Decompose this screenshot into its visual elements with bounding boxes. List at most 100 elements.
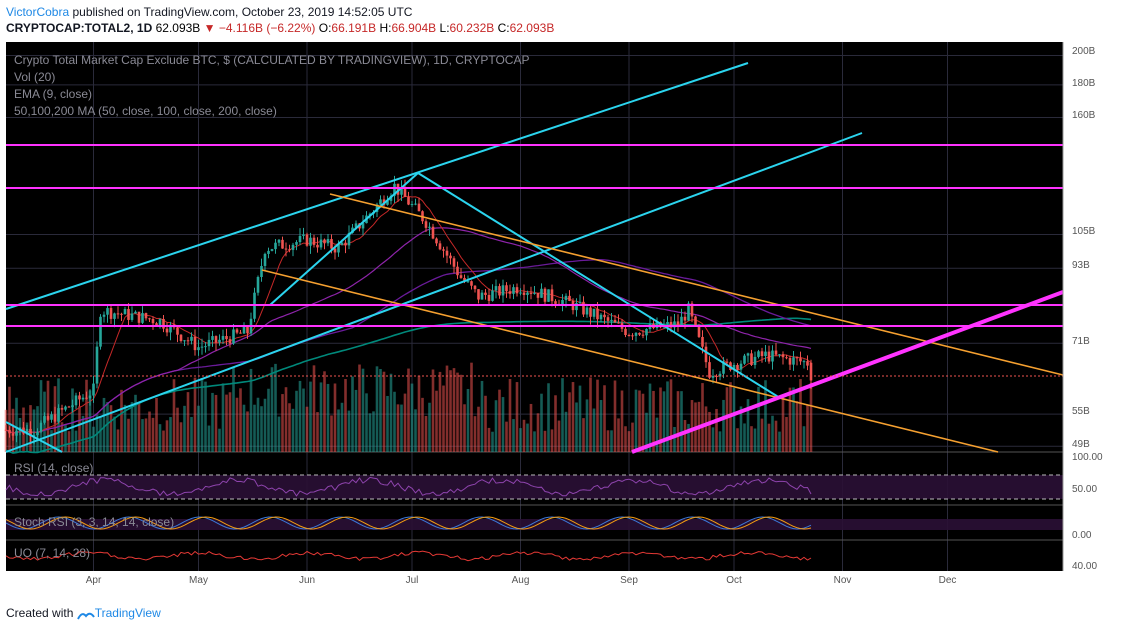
candle-body xyxy=(92,383,95,396)
candle-body xyxy=(505,285,508,292)
candle-body xyxy=(795,357,799,359)
candle-body xyxy=(519,292,522,294)
price-tick-label: 105B xyxy=(1072,226,1096,237)
candle-body xyxy=(99,316,102,347)
candle-body xyxy=(141,313,144,323)
candle-body xyxy=(263,253,267,266)
candle-body xyxy=(67,406,71,408)
volume-bar xyxy=(771,415,774,452)
candle-body xyxy=(95,346,99,384)
volume-bar xyxy=(333,383,337,452)
volume-bar xyxy=(141,419,144,452)
volume-bar xyxy=(725,387,729,452)
candle-body xyxy=(204,346,207,348)
candle-body xyxy=(687,303,690,321)
volume-bar xyxy=(550,429,554,452)
chart-title: Crypto Total Market Cap Exclude BTC, $ (… xyxy=(14,53,529,67)
candle-body xyxy=(788,358,792,365)
volume-bar xyxy=(302,388,305,452)
candle-body xyxy=(596,308,599,320)
candle-body xyxy=(183,340,186,342)
candle-body xyxy=(501,285,505,296)
volume-bar xyxy=(795,401,799,452)
price-tick-label: 160B xyxy=(1072,110,1096,121)
candle-body xyxy=(673,321,676,328)
candle-body xyxy=(127,309,130,320)
candle-body xyxy=(592,308,596,317)
candle-body xyxy=(757,351,760,357)
candle-body xyxy=(410,204,414,206)
candle-body xyxy=(235,329,239,333)
volume-bar xyxy=(85,379,88,452)
volume-bars xyxy=(4,362,813,452)
volume-bar xyxy=(610,430,613,452)
volume-bar xyxy=(8,386,11,452)
author-link[interactable]: VictorCobra xyxy=(6,5,70,19)
time-axis-background xyxy=(0,571,1133,597)
candle-body xyxy=(414,203,417,205)
candle-body xyxy=(442,249,445,251)
candle-body xyxy=(669,321,673,328)
low-value: 60.232B xyxy=(449,21,495,35)
volume-bar xyxy=(323,371,326,452)
last-price: 62.093B xyxy=(155,21,201,35)
volume-bar xyxy=(585,399,589,452)
volume-bar xyxy=(316,412,319,452)
volume-bar xyxy=(491,431,494,452)
volume-bar xyxy=(739,406,743,452)
volume-bar xyxy=(81,415,85,452)
volume-bar xyxy=(372,411,375,452)
uo-legend: UO (7, 14, 28) xyxy=(14,546,90,560)
volume-bar xyxy=(508,379,512,452)
candle-body xyxy=(256,277,260,293)
candle-body xyxy=(750,353,753,365)
candle-body xyxy=(400,187,403,195)
volume-bar xyxy=(137,402,141,452)
volume-bar xyxy=(687,423,690,452)
price-chart[interactable]: 141.772B121.856B80.14B74.328B62.093B 200… xyxy=(0,0,1133,597)
low-label: L: xyxy=(439,21,450,35)
candle-body xyxy=(526,292,529,295)
volume-bar xyxy=(130,402,134,452)
candle-body xyxy=(767,351,771,362)
candle-body xyxy=(694,316,697,325)
volume-bar xyxy=(428,402,431,452)
volume-bar xyxy=(655,417,659,452)
cyan-corner-line xyxy=(5,421,63,453)
candle-body xyxy=(309,237,312,246)
candle-body xyxy=(463,277,466,282)
candle-body xyxy=(323,239,326,244)
candle-body xyxy=(799,358,802,362)
volume-bar xyxy=(785,416,788,452)
candle-body xyxy=(169,324,172,333)
volume-bar xyxy=(249,368,253,452)
stoch-d-line xyxy=(5,516,812,530)
candle-body xyxy=(638,332,641,335)
volume-bar xyxy=(32,409,36,452)
candle-body xyxy=(491,290,494,301)
candle-body xyxy=(466,281,470,283)
candle-body xyxy=(221,336,225,340)
publish-line: VictorCobra published on TradingView.com… xyxy=(6,4,554,20)
candle-body xyxy=(568,295,571,301)
volume-bar xyxy=(92,426,95,452)
volume-bar xyxy=(435,390,438,452)
tradingview-link[interactable]: TradingView xyxy=(94,606,161,620)
candle-body xyxy=(155,323,158,326)
candle-body xyxy=(4,429,8,431)
stoch-band xyxy=(6,519,1063,530)
candle-body xyxy=(435,238,438,244)
cyan-channel-lower xyxy=(5,132,863,453)
volume-bar xyxy=(358,364,361,452)
candle-body xyxy=(340,242,344,245)
candle-body xyxy=(326,239,330,244)
volume-bar xyxy=(512,419,515,452)
volume-bar xyxy=(634,389,638,452)
candle-body xyxy=(218,339,221,343)
volume-bar xyxy=(368,413,372,452)
volume-bar xyxy=(708,411,711,452)
candle-body xyxy=(561,300,564,306)
candle-body xyxy=(277,239,281,243)
volume-bar xyxy=(592,408,596,452)
drawings xyxy=(5,62,1064,454)
